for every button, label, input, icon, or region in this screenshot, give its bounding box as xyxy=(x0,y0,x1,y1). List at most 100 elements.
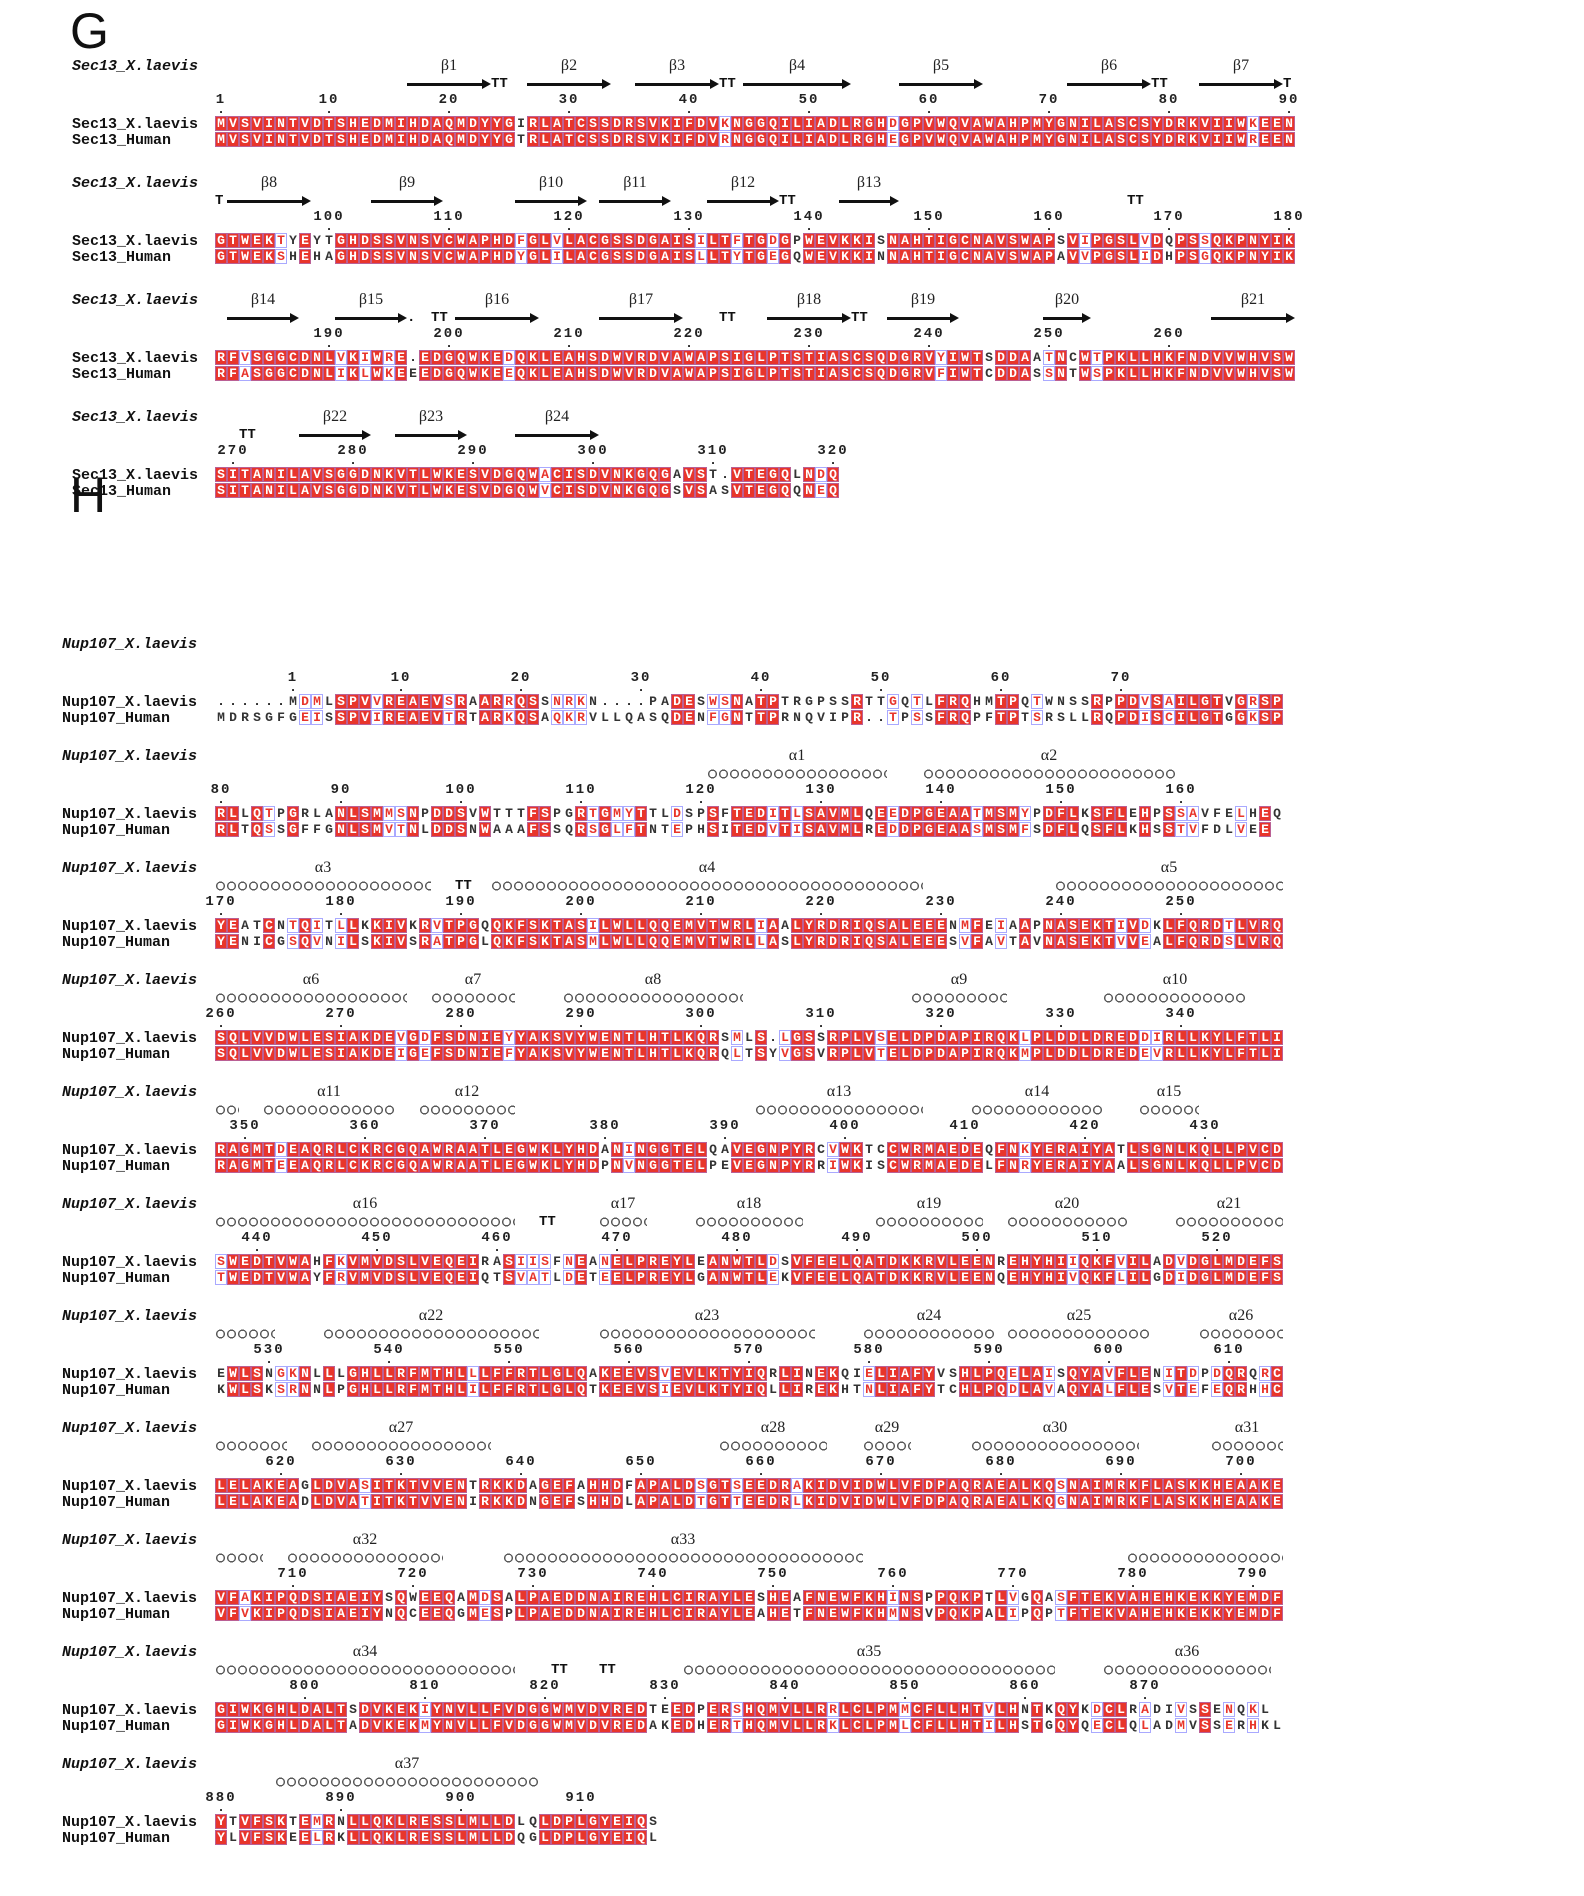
residue-cell: P xyxy=(277,806,285,821)
number-track: 170. 180. 190. 200. 210. 220. 230. 240. 250. xyxy=(205,894,1315,919)
residue-cell: S xyxy=(395,806,407,821)
residue-cell: S xyxy=(875,918,887,933)
sequence-row: Sec13_X.laevis G T W E K T Y E Y T G H D S S V N S V C W A P H D F… xyxy=(0,233,1315,250)
residue-cell: L xyxy=(299,1030,311,1045)
residue-tick: . xyxy=(577,1016,585,1031)
residue-cell: D xyxy=(551,1814,563,1829)
residue-cell: S xyxy=(215,1046,227,1061)
residue-cell: V xyxy=(419,1254,431,1269)
residue-cell: A xyxy=(1153,934,1161,949)
residue-cell: N xyxy=(265,1366,273,1381)
residue-cell: K xyxy=(1127,1494,1139,1509)
residue-cell: D xyxy=(431,822,443,837)
residue-cell: L xyxy=(755,350,767,365)
residue-cell: L xyxy=(935,1718,947,1733)
residue-cell: D xyxy=(827,918,839,933)
residue-cell: Q xyxy=(997,1270,1005,1285)
residue-cell: A xyxy=(709,483,717,498)
residue-cell: H xyxy=(1247,1718,1259,1733)
residue-cell: D xyxy=(887,1254,899,1269)
residue-cell: T xyxy=(443,918,455,933)
residue-cell: I xyxy=(227,483,239,498)
sequence-row-label: Nup107_X.laevis xyxy=(62,1478,198,1495)
ss-element-label: α34 xyxy=(352,1643,378,1660)
residue-cell: A xyxy=(1247,1494,1259,1509)
residue-cell: I xyxy=(803,132,815,147)
residue-number: 370 xyxy=(469,1118,501,1134)
residue-cell: K xyxy=(599,1366,611,1381)
alpha-helix-coil xyxy=(1139,1104,1199,1116)
residue-cell: I xyxy=(731,366,743,381)
residue-cell: L xyxy=(467,1366,479,1381)
residue-cell: Q xyxy=(755,1382,767,1397)
residue-cell: E xyxy=(875,806,887,821)
residue-cell: L xyxy=(613,710,621,725)
ss-element-label: α18 xyxy=(736,1195,762,1212)
residue-cell: A xyxy=(493,1254,501,1269)
residue-cell: W xyxy=(959,350,971,365)
residue-cell: S xyxy=(1057,1366,1065,1381)
residue-cell: P xyxy=(779,1158,791,1173)
residue-cell: Y xyxy=(431,1718,443,1733)
residue-cell: S xyxy=(781,934,789,949)
residue-cell: L xyxy=(769,1382,777,1397)
residue-cell: V xyxy=(515,1270,527,1285)
residue-cell: C xyxy=(347,1158,359,1173)
residue-cell: L xyxy=(371,1382,383,1397)
residue-cell: G xyxy=(527,1702,539,1717)
residue-tick: . xyxy=(325,336,333,351)
residue-cell: K xyxy=(359,1030,371,1045)
residue-cell: D xyxy=(515,1702,527,1717)
residue-cell: F xyxy=(1067,1590,1079,1605)
residue-cell: L xyxy=(539,249,551,264)
residue-cell: V xyxy=(1211,350,1223,365)
residue-cell: C xyxy=(575,116,587,131)
residue-cell: M xyxy=(455,132,467,147)
residue-cell: G xyxy=(395,1158,407,1173)
residue-cell: A xyxy=(467,1142,479,1157)
residue-cell: Q xyxy=(959,694,971,709)
residue-cell: Y xyxy=(289,233,297,248)
residue-cell: S xyxy=(587,116,599,131)
residue-cell: K xyxy=(265,1382,273,1397)
residue-cell: T xyxy=(743,1254,755,1269)
residue-cell: K xyxy=(1261,1718,1269,1733)
residue-cell: P xyxy=(1091,249,1103,264)
residue-cell: A xyxy=(325,806,333,821)
residue-cell: V xyxy=(1247,1142,1259,1157)
residue-cell: C xyxy=(887,1142,899,1157)
residue-cell: L xyxy=(515,1606,527,1621)
residue-cell: E xyxy=(707,1702,719,1717)
residue-cell: Q xyxy=(995,1046,1007,1061)
ss-element-label: β17 xyxy=(628,291,654,308)
residue-cell: L xyxy=(755,934,767,949)
residue-cell: A xyxy=(707,1254,719,1269)
residue-cell: S xyxy=(503,1254,515,1269)
residue-tick: . xyxy=(409,1576,417,1591)
residue-cell: A xyxy=(563,366,575,381)
residue-cell: L xyxy=(563,1382,575,1397)
sequence-row: Sec13_X.laevis S I T A N I L A V S G G D N K V T L W K E S V D G Q… xyxy=(0,467,1315,484)
residue-cell: D xyxy=(611,116,623,131)
residue-cell: S xyxy=(817,1030,825,1045)
residue-cell: T xyxy=(781,694,789,709)
residue-cell: D xyxy=(827,116,839,131)
residue-cell: T xyxy=(443,710,455,725)
residue-cell: I xyxy=(623,1814,635,1829)
residue-cell: M xyxy=(467,1590,479,1605)
residue-cell: L xyxy=(659,1606,671,1621)
residue-cell: R xyxy=(769,1366,777,1381)
alignment-block: Nup107_X.laevis α27 α28 α29 α30 α31 620. 630. 64… xyxy=(0,1419,1315,1511)
residue-tick: . xyxy=(1081,1128,1089,1143)
residue-cell: M xyxy=(359,1254,371,1269)
residue-cell: V xyxy=(937,1366,945,1381)
alpha-helix-coil xyxy=(1055,880,1283,892)
residue-tick: . xyxy=(565,336,573,351)
residue-cell: S xyxy=(877,1158,885,1173)
residue-cell: V xyxy=(827,822,839,837)
residue-cell: L xyxy=(899,1046,911,1061)
residue-cell: S xyxy=(707,806,719,821)
residue-cell: K xyxy=(395,1494,407,1509)
residue-cell: C xyxy=(1259,1158,1271,1173)
